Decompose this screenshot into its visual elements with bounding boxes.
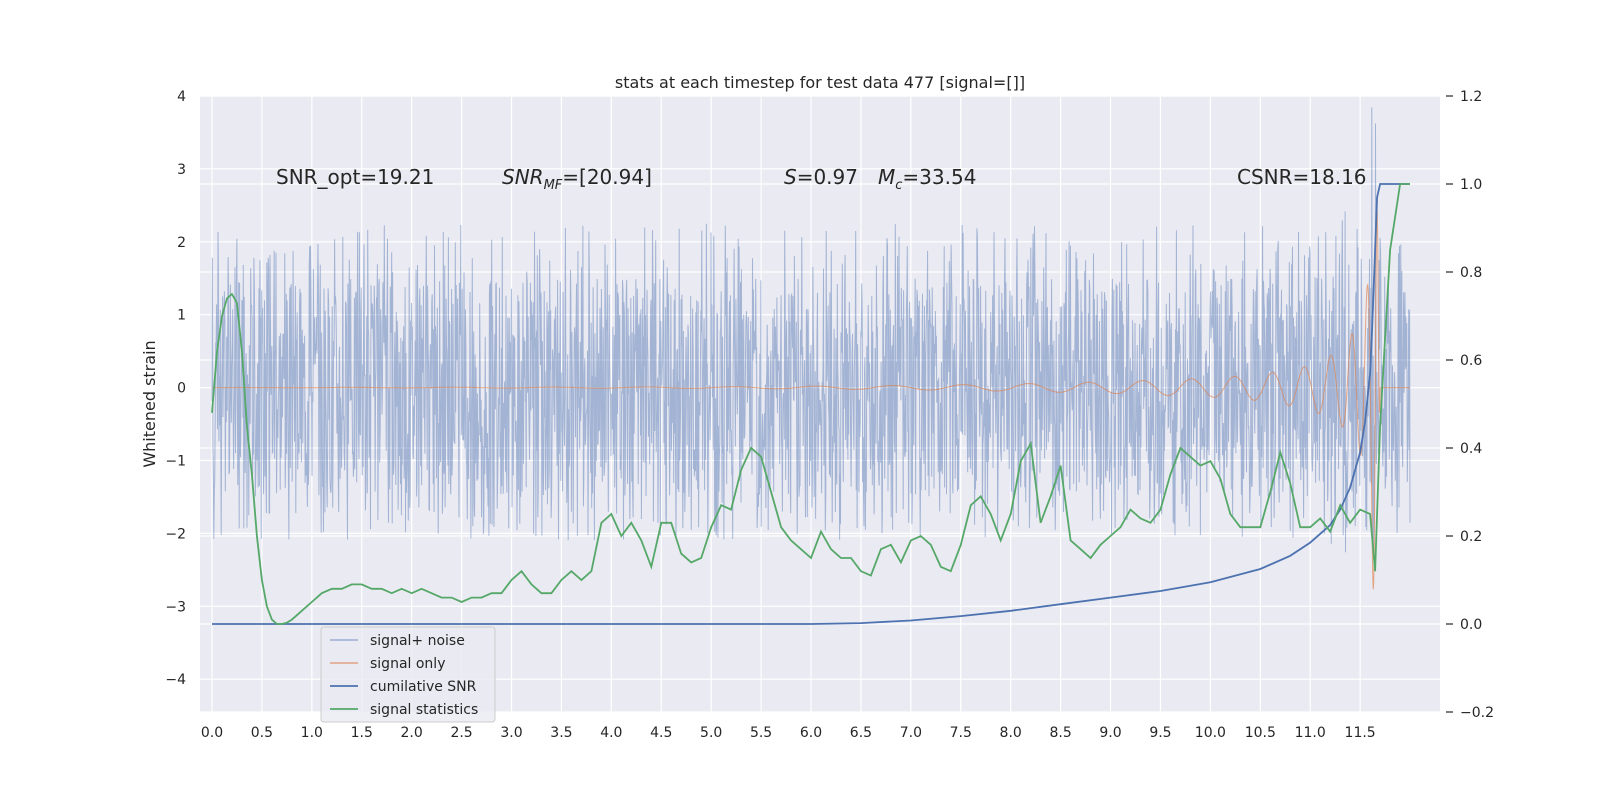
y-axis-label: Whitened strain	[140, 340, 159, 467]
y-left-tick-label: 3	[177, 162, 186, 178]
mc-value: =33.54	[902, 165, 976, 189]
series-cumulative-snr	[212, 183, 1410, 625]
x-tick-label: 11.0	[1295, 725, 1326, 741]
x-tick-label: 1.0	[301, 725, 323, 741]
x-tick-label: 7.5	[950, 725, 972, 741]
series-signal-noise	[211, 107, 1411, 553]
s-value: =0.97	[797, 165, 858, 189]
legend-label-signal-only: signal only	[370, 656, 445, 672]
y-left-tick-label: −2	[165, 526, 186, 542]
annotation-mc: Mc=33.54	[878, 165, 976, 193]
x-tick-label: 4.0	[600, 725, 622, 741]
x-tick-label: 5.5	[750, 725, 772, 741]
x-tick-label: 2.5	[450, 725, 472, 741]
x-tick-label: 9.5	[1149, 725, 1171, 741]
series-signal-only	[212, 208, 1410, 590]
x-tick-label: 10.5	[1245, 725, 1276, 741]
x-tick-label: 2.0	[401, 725, 423, 741]
x-tick-label: 8.0	[1000, 725, 1022, 741]
y-right-tick-label: 0.0	[1460, 617, 1482, 633]
x-tick-label: 6.5	[850, 725, 872, 741]
plot-area	[200, 96, 1440, 712]
right-axis-ticks: 1.2 1.0 0.8 0.6 0.4 0.2 0.0 −0.2	[1446, 89, 1494, 721]
grid	[200, 95, 1440, 713]
x-tick-label: 9.0	[1099, 725, 1121, 741]
series-layer	[211, 107, 1411, 625]
y-right-tick-label: 0.4	[1460, 441, 1482, 457]
annotation-s: S=0.97	[784, 165, 858, 189]
legend-label-signal-noise: signal+ noise	[370, 633, 465, 649]
y-right-tick-label: 0.2	[1460, 529, 1482, 545]
y-left-tick-label: −4	[165, 672, 186, 688]
series-signal-statistics	[211, 183, 1410, 625]
legend-label-signal-statistics: signal statistics	[370, 702, 478, 718]
y-left-tick-label: −3	[165, 599, 186, 615]
mc-symbol: M	[878, 165, 895, 189]
chart-title: stats at each timestep for test data 477…	[615, 73, 1025, 92]
legend-box	[320, 626, 496, 723]
x-tick-label: 11.5	[1345, 725, 1376, 741]
x-tick-label: 3.0	[500, 725, 522, 741]
x-tick-label: 0.0	[201, 725, 223, 741]
x-tick-label: 6.0	[800, 725, 822, 741]
annotation-snr-mf: SNRMF=[20.94]	[502, 165, 652, 193]
x-tick-label: 4.5	[650, 725, 672, 741]
x-tick-label: 5.0	[700, 725, 722, 741]
left-axis-ticks: 4 3 2 1 0 −1 −2 −3 −4	[165, 89, 186, 688]
y-right-tick-label: −0.2	[1460, 705, 1494, 721]
x-tick-label: 8.5	[1049, 725, 1071, 741]
y-right-tick-label: 0.8	[1460, 265, 1482, 281]
s-symbol: S	[784, 165, 797, 189]
y-left-tick-label: −1	[165, 453, 186, 469]
y-left-tick-label: 0	[177, 381, 186, 397]
legend: signal+ noise signal only cumilative SNR…	[320, 626, 496, 723]
x-tick-label: 10.0	[1195, 725, 1226, 741]
x-axis-ticks: 0.0 0.5 1.0 1.5 2.0 2.5 3.0 3.5 4.0 4.5 5.0 5.5 6.0 6…	[201, 725, 1376, 741]
x-tick-label: 3.5	[550, 725, 572, 741]
x-tick-label: 1.5	[351, 725, 373, 741]
snr-mf-subscript: MF	[544, 178, 563, 193]
y-left-tick-label: 2	[177, 235, 186, 251]
snr-mf-symbol: SNR	[502, 165, 544, 189]
y-right-tick-label: 1.2	[1460, 89, 1482, 105]
y-left-tick-label: 4	[177, 89, 186, 105]
snr-mf-value: =[20.94]	[562, 165, 652, 189]
mc-subscript: c	[895, 178, 902, 193]
x-tick-label: 7.0	[900, 725, 922, 741]
x-tick-label: 0.5	[251, 725, 273, 741]
legend-label-cumulative-snr: cumilative SNR	[370, 679, 477, 695]
annotation-csnr: CSNR=18.16	[1237, 165, 1367, 189]
y-left-tick-label: 1	[177, 308, 186, 324]
annotation-snr-opt: SNR_opt=19.21	[276, 165, 434, 189]
y-right-tick-label: 1.0	[1460, 177, 1482, 193]
y-right-tick-label: 0.6	[1460, 353, 1482, 369]
